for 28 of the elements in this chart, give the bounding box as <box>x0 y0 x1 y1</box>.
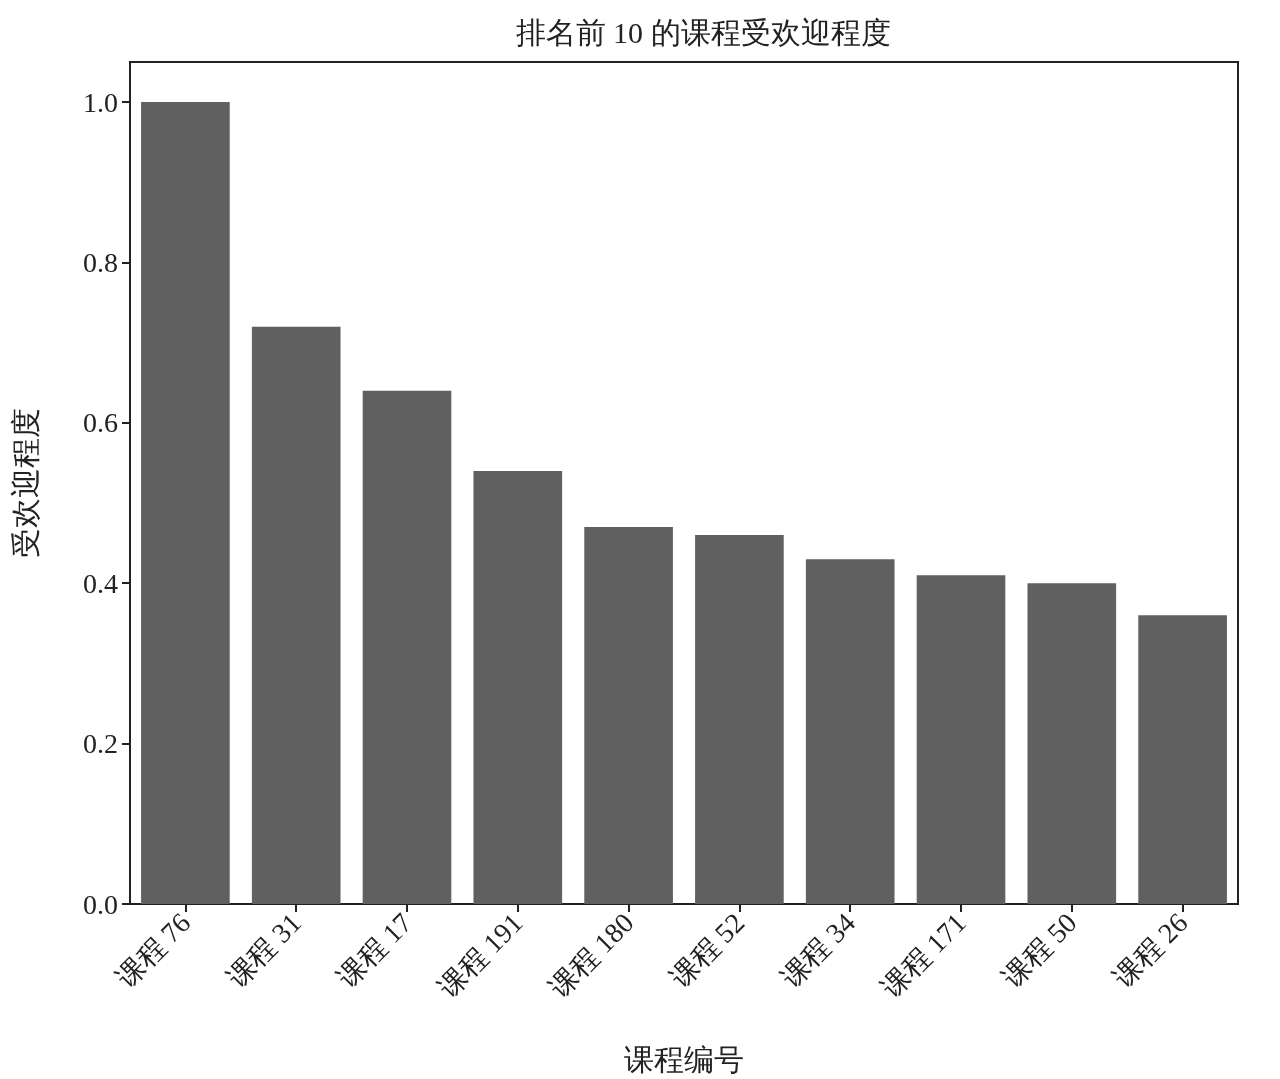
x-tick-label: 课程 191 <box>432 907 529 1004</box>
x-tick-label: 课程 26 <box>1107 907 1194 994</box>
bar <box>584 527 673 904</box>
x-axis-title: 课程编号 <box>624 1042 744 1076</box>
x-tick-label: 课程 171 <box>875 907 972 1004</box>
bar <box>141 102 230 904</box>
bar <box>916 575 1006 904</box>
chart-title: 排名前 10 的课程受欢迎程度 <box>515 15 891 49</box>
bar <box>1027 583 1117 904</box>
y-tick-label: 0.2 <box>83 728 118 760</box>
bar <box>695 535 784 904</box>
x-tick-label: 课程 34 <box>774 907 862 994</box>
y-axis-title: 受欢迎程度 <box>8 408 42 558</box>
bar <box>251 326 341 904</box>
x-tick-label: 课程 52 <box>664 907 751 994</box>
x-tick-label: 课程 31 <box>220 907 308 994</box>
y-tick-label: 1.0 <box>83 86 118 118</box>
y-tick-label: 0.0 <box>83 888 118 920</box>
x-tick-label: 课程 17 <box>331 907 418 994</box>
x-tick-label: 课程 180 <box>543 907 640 1004</box>
bar <box>362 390 452 904</box>
bar <box>1138 615 1227 904</box>
bar <box>805 559 895 904</box>
y-tick-label: 0.6 <box>83 407 118 439</box>
x-tick-label: 课程 50 <box>996 907 1083 994</box>
y-tick-label: 0.4 <box>83 567 118 599</box>
y-tick-label: 0.8 <box>83 246 118 278</box>
bar <box>473 470 563 904</box>
